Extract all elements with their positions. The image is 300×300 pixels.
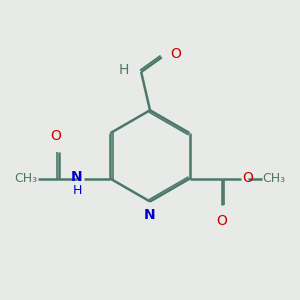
- Text: N: N: [144, 208, 156, 222]
- Text: H: H: [73, 184, 83, 197]
- Text: CH₃: CH₃: [14, 172, 38, 184]
- Text: O: O: [171, 47, 182, 61]
- Text: N: N: [71, 170, 82, 184]
- Text: O: O: [217, 214, 227, 228]
- Text: CH₃: CH₃: [262, 172, 286, 184]
- Text: O: O: [242, 171, 253, 185]
- Text: H: H: [119, 64, 129, 77]
- Text: O: O: [51, 129, 62, 143]
